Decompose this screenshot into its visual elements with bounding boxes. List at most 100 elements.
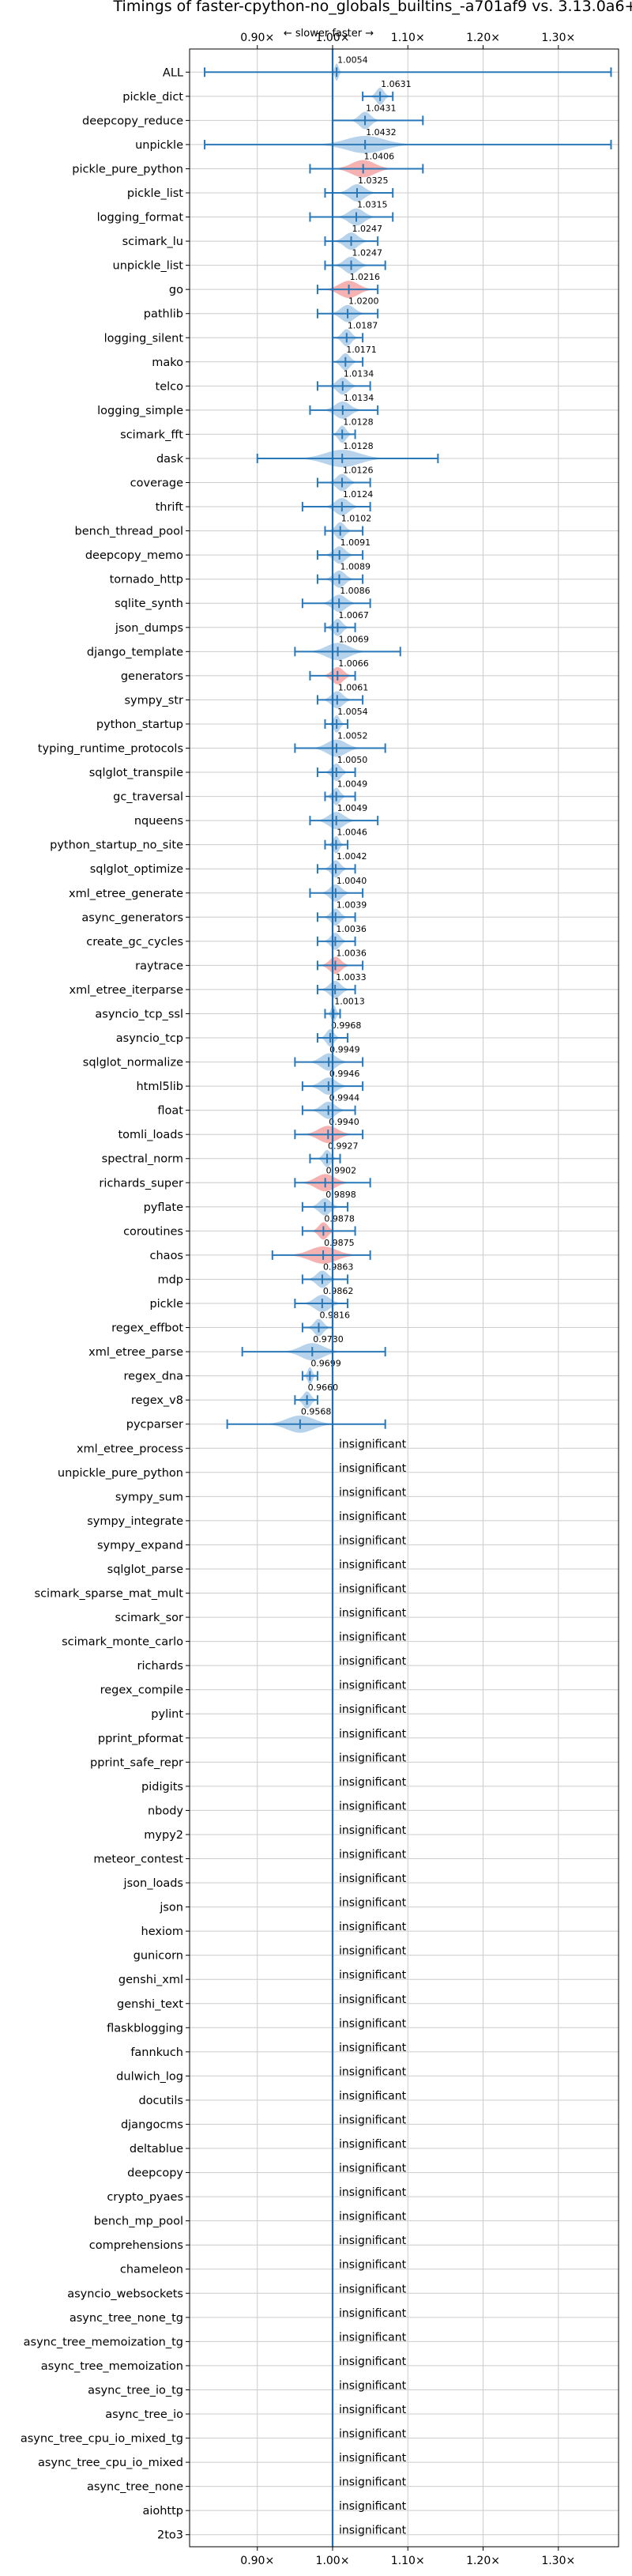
benchmark-label: bench_mp_pool [94,2216,183,2228]
insignificant-label: insignificant [339,1631,407,1644]
insignificant-label: insignificant [339,2259,407,2272]
insignificant-label: insignificant [339,2235,407,2247]
insignificant-label: insignificant [339,2163,407,2175]
insignificant-label: insignificant [339,2355,407,2368]
value-label: 1.0067 [338,610,369,620]
benchmark-label: xml_etree_process [77,1443,183,1455]
benchmark-label: asyncio_websockets [67,2287,183,2300]
benchmark-label: generators [121,670,183,683]
benchmark-label: raytrace [135,960,183,972]
value-label: 1.0054 [337,55,368,65]
value-label: 1.0054 [337,707,368,717]
insignificant-label: insignificant [339,1824,407,1837]
x-tick-label-bottom: 1.10× [391,2555,425,2567]
benchmark-label: json_loads [123,1877,183,1890]
insignificant-label: insignificant [339,2525,407,2537]
benchmark-label: pickle_dict [122,91,183,104]
value-label: 1.0050 [337,755,368,765]
benchmark-label: logging_simple [97,405,183,417]
insignificant-label: insignificant [339,2307,407,2320]
value-label: 0.9944 [329,1093,360,1103]
insignificant-label: insignificant [339,1728,407,1741]
benchmark-label: dask [156,453,184,466]
benchmark-label: djangocms [121,2118,183,2131]
insignificant-label: insignificant [339,1776,407,1789]
value-label: 1.0325 [358,175,389,186]
benchmark-label: pickle_list [127,187,183,200]
insignificant-label: insignificant [339,1462,407,1475]
insignificant-label: insignificant [339,2017,407,2030]
value-label: 0.9816 [319,1311,350,1321]
benchmark-label: flaskblogging [107,2022,183,2035]
benchmark-label: asyncio_tcp [116,1032,183,1045]
benchmark-label: pprint_pformat [98,1733,183,1745]
insignificant-label: insignificant [339,2500,407,2513]
benchmark-label: async_tree_none [87,2481,183,2494]
benchmark-label: fannkuch [130,2046,183,2059]
benchmark-label: async_tree_cpu_io_mixed_tg [21,2433,183,2446]
insignificant-label: insignificant [339,2331,407,2344]
value-label: 0.9898 [325,1190,356,1200]
value-label: 1.0187 [348,320,378,330]
x-tick-label-top: 0.90× [240,32,274,44]
benchmark-label: pickle_pure_python [72,163,183,175]
benchmark-label: regex_dna [123,1371,183,1383]
benchmark-label: sqlglot_parse [107,1563,183,1576]
benchmark-label: django_template [87,646,183,658]
value-label: 0.9949 [329,1045,360,1055]
benchmark-label: comprehensions [89,2239,183,2252]
benchmark-label: thrift [156,501,184,514]
insignificant-label: insignificant [339,1752,407,1764]
value-label: 1.0091 [340,537,371,548]
value-label: 1.0134 [344,368,374,379]
insignificant-label: insignificant [339,2452,407,2465]
value-label: 1.0128 [343,417,374,427]
benchmark-label: docutils [138,2095,183,2107]
value-label: 1.0102 [341,514,372,524]
insignificant-label: insignificant [339,1800,407,1812]
benchmark-label: bench_thread_pool [75,526,183,538]
benchmark-label: unpickle_pure_python [58,1467,183,1480]
value-label: 1.0171 [346,345,377,355]
benchmark-label: ALL [163,66,183,79]
x-tick-label-bottom: 1.30× [541,2555,575,2567]
benchmark-label: pprint_safe_repr [90,1756,183,1769]
benchmark-label: xml_etree_iterparse [70,984,184,997]
value-label: 1.0247 [352,224,383,234]
insignificant-label: insignificant [339,1583,407,1596]
benchmark-label: scimark_lu [122,236,183,248]
plot-frame [189,48,619,2548]
value-label: 0.9940 [329,1117,359,1127]
insignificant-label: insignificant [339,1680,407,1692]
benchmark-label: xml_etree_parse [88,1346,183,1359]
benchmark-label: async_tree_io_tg [88,2384,183,2397]
benchmark-label: deepcopy_reduce [82,115,183,127]
insignificant-label: insignificant [339,1969,407,1982]
value-label: 0.9968 [331,1020,362,1031]
insignificant-label: insignificant [339,1993,407,2006]
benchmark-label: pidigits [141,1781,183,1793]
value-label: 1.0431 [366,103,397,113]
insignificant-label: insignificant [339,1897,407,1910]
direction-legend: ← slower faster → [284,28,374,40]
value-label: 1.0049 [337,779,368,790]
value-label: 1.0033 [336,972,367,983]
benchmark-label: chameleon [120,2264,183,2276]
benchmark-label: pycparser [126,1419,183,1431]
x-tick-label-top: 1.00× [316,32,350,44]
x-tick-label-bottom: 1.00× [316,2555,350,2567]
benchmark-label: dulwich_log [116,2070,183,2083]
benchmark-label: json_dumps [115,622,183,635]
value-label: 1.0089 [340,562,371,572]
insignificant-label: insignificant [339,2211,407,2223]
benchmark-label: logging_format [97,212,184,224]
insignificant-label: insignificant [339,1486,407,1499]
benchmark-label: async_tree_memoization_tg [24,2336,183,2348]
value-label: 1.0040 [337,876,367,886]
value-label: 1.0124 [343,489,374,500]
value-label: 1.0406 [364,151,395,161]
value-label: 0.9927 [328,1141,359,1152]
benchmark-label: meteor_contest [93,1854,183,1866]
insignificant-label: insignificant [339,1921,407,1933]
